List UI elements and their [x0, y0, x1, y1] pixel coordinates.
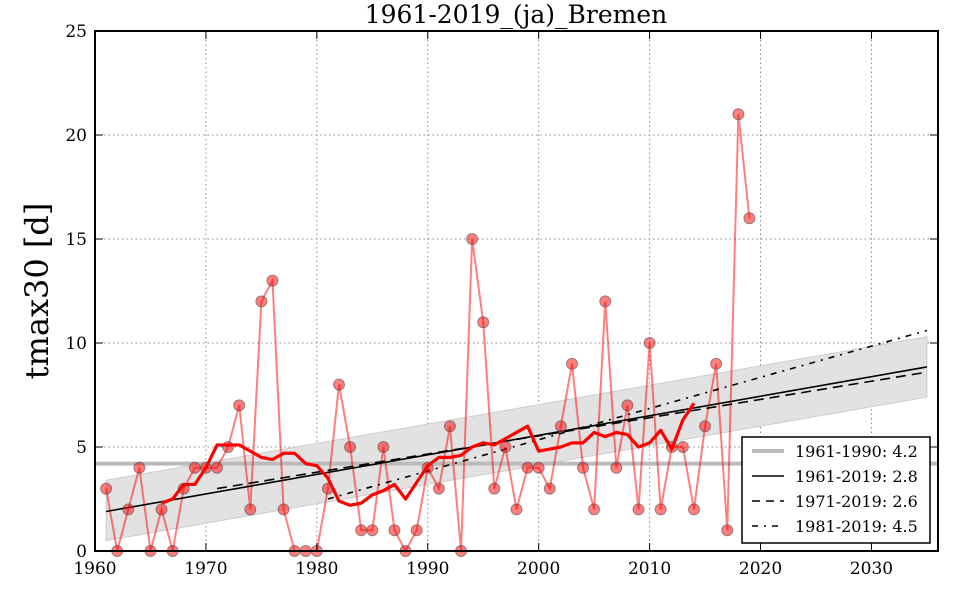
data-point	[466, 233, 479, 245]
data-point	[665, 441, 678, 453]
legend-label: 1981-2019: 4.5	[795, 517, 918, 536]
data-point	[521, 461, 534, 474]
data-point	[211, 461, 224, 474]
data-point	[610, 461, 623, 474]
data-point	[499, 441, 512, 453]
data-point	[643, 337, 656, 349]
trend-line-solid	[105, 366, 928, 513]
x-tick-label: 1990	[406, 559, 449, 579]
data-point	[443, 420, 456, 433]
data-point	[710, 357, 723, 370]
data-point	[410, 524, 423, 537]
data-point	[321, 482, 334, 495]
legend: 1961-1990: 4.2 1961-2019: 2.8 1971-2019: 2…	[741, 436, 931, 544]
data-point	[743, 212, 756, 225]
data-point	[687, 503, 700, 516]
x-tick-label: 2020	[739, 559, 782, 579]
legend-label: 1961-2019: 2.8	[795, 467, 918, 486]
data-point	[244, 503, 257, 516]
data-point	[255, 295, 268, 308]
y-tick-label: 25	[65, 22, 87, 42]
data-point	[732, 108, 745, 121]
x-tick-label: 2030	[850, 559, 893, 579]
data-point	[432, 482, 445, 495]
data-point	[344, 441, 357, 453]
data-point	[233, 399, 246, 412]
plot-frame	[94, 30, 939, 552]
points-layer	[100, 108, 756, 557]
data-point	[543, 482, 556, 495]
data-point	[554, 420, 567, 433]
data-point	[654, 503, 667, 516]
data-point	[532, 461, 545, 474]
data-point	[699, 420, 712, 433]
data-point	[133, 461, 146, 474]
data-point	[388, 524, 401, 537]
data-point	[599, 295, 612, 308]
data-point	[621, 399, 634, 412]
data-point	[632, 503, 645, 516]
data-point	[122, 503, 135, 516]
data-point	[577, 461, 590, 474]
data-point	[477, 316, 490, 329]
data-point	[188, 461, 201, 474]
y-tick-label: 5	[76, 438, 87, 458]
data-point	[355, 524, 368, 537]
data-point	[266, 274, 279, 287]
y-tick-label: 15	[65, 230, 87, 250]
y-tick-label: 10	[65, 334, 87, 354]
data-point	[676, 441, 689, 453]
data-point	[366, 524, 379, 537]
y-axis-label: tmax30 [d]	[18, 203, 56, 380]
data-point	[333, 378, 346, 391]
data-point	[510, 503, 523, 516]
data-point	[177, 482, 190, 495]
data-point	[377, 441, 390, 453]
data-point	[277, 503, 290, 516]
x-tick-label: 1960	[73, 559, 116, 579]
x-tick-label: 1980	[295, 559, 338, 579]
y-tick-label: 20	[65, 126, 87, 146]
y-tick-label: 0	[76, 542, 87, 562]
data-point	[565, 357, 578, 370]
x-tick-label: 1970	[184, 559, 227, 579]
x-tick-label: 2000	[517, 559, 560, 579]
data-point	[588, 503, 601, 516]
data-point	[155, 503, 168, 516]
data-point	[721, 524, 734, 537]
data-point	[100, 482, 113, 495]
data-point	[222, 441, 235, 453]
data-point	[199, 461, 212, 474]
axes-layer: 1960 1970 1980 1990 2000 2010 2020 2030 0 5 10 15 20…	[65, 22, 939, 579]
data-point	[488, 482, 501, 495]
legend-label: 1971-2019: 2.6	[795, 492, 918, 511]
chart-title: 1961-2019_(ja)_Bremen	[365, 0, 668, 29]
data-point	[421, 461, 434, 474]
x-tick-label: 2010	[628, 559, 671, 579]
legend-label: 1961-1990: 4.2	[795, 442, 918, 461]
